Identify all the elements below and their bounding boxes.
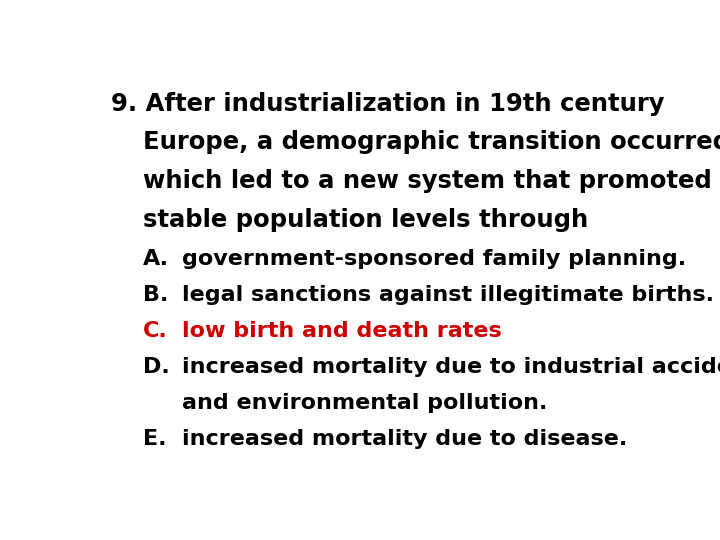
Text: which led to a new system that promoted: which led to a new system that promoted bbox=[143, 169, 712, 193]
Text: legal sanctions against illegitimate births.: legal sanctions against illegitimate bir… bbox=[182, 285, 714, 305]
Text: D.: D. bbox=[143, 357, 170, 377]
Text: low birth and death rates: low birth and death rates bbox=[182, 321, 502, 341]
Text: government-sponsored family planning.: government-sponsored family planning. bbox=[182, 248, 686, 268]
Text: Europe, a demographic transition occurred: Europe, a demographic transition occurre… bbox=[143, 131, 720, 154]
Text: E.: E. bbox=[143, 429, 166, 449]
Text: 9. After industrialization in 19th century: 9. After industrialization in 19th centu… bbox=[111, 92, 665, 116]
Text: increased mortality due to disease.: increased mortality due to disease. bbox=[182, 429, 627, 449]
Text: B.: B. bbox=[143, 285, 168, 305]
Text: stable population levels through: stable population levels through bbox=[143, 208, 588, 232]
Text: increased mortality due to industrial accidents: increased mortality due to industrial ac… bbox=[182, 357, 720, 377]
Text: C.: C. bbox=[143, 321, 168, 341]
Text: and environmental pollution.: and environmental pollution. bbox=[182, 393, 547, 413]
Text: A.: A. bbox=[143, 248, 169, 268]
